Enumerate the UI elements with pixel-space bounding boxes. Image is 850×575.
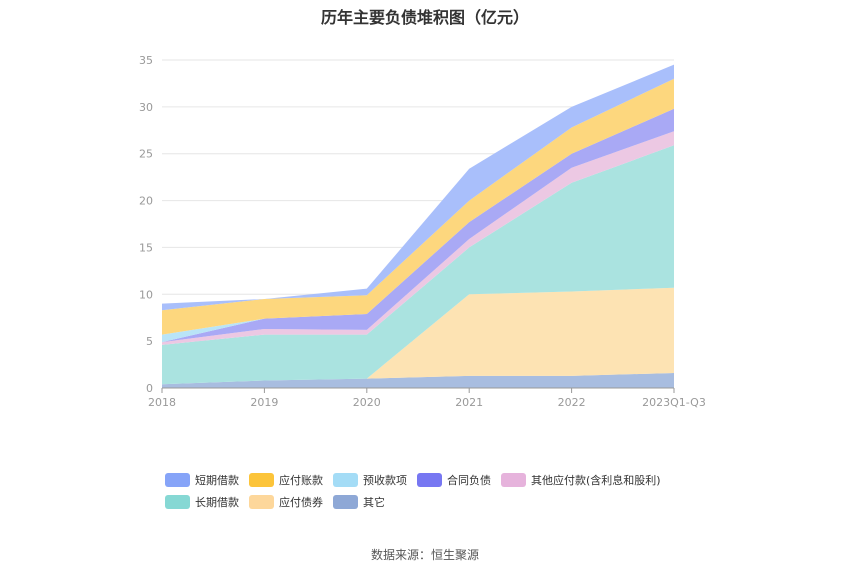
y-tick-label: 0 <box>146 382 153 395</box>
legend-label: 合同负债 <box>447 474 491 487</box>
chart-title: 历年主要负债堆积图（亿元） <box>320 8 529 27</box>
legend-label: 应付账款 <box>279 474 323 487</box>
area-series-1 <box>162 287 674 385</box>
legend-swatch <box>333 473 358 487</box>
legend-swatch <box>165 473 190 487</box>
legend-label: 其它 <box>363 496 385 509</box>
area-layer <box>162 64 674 388</box>
legend-swatch <box>249 473 274 487</box>
x-tick-label: 2020 <box>353 396 381 409</box>
legend-item[interactable]: 预收款项 <box>333 472 407 488</box>
legend-item[interactable]: 短期借款 <box>165 472 239 488</box>
y-tick-label: 25 <box>139 148 153 161</box>
y-tick-label: 20 <box>139 195 153 208</box>
legend-label: 应付债券 <box>279 496 323 509</box>
area-series-2 <box>162 145 674 385</box>
legend-label: 预收款项 <box>363 474 407 487</box>
legend-item[interactable]: 其他应付款(含利息和股利) <box>501 472 661 488</box>
legend-item[interactable]: 其它 <box>333 494 385 510</box>
x-tick-label: 2021 <box>455 396 483 409</box>
y-tick-label: 10 <box>139 288 153 301</box>
y-tick-label: 5 <box>146 335 153 348</box>
legend-swatch <box>249 495 274 509</box>
x-tick-label: 2018 <box>148 396 176 409</box>
legend-row: 短期借款 应付账款 预收款项 合同负债 其他应付款(含利息和股利) <box>165 472 725 488</box>
x-tick-label: 2019 <box>250 396 278 409</box>
x-tick-label: 2022 <box>558 396 586 409</box>
legend-swatch <box>165 495 190 509</box>
legend-label: 短期借款 <box>195 474 239 487</box>
legend: 短期借款 应付账款 预收款项 合同负债 其他应付款(含利息和股利) 长期借款 应付债券 其它 <box>165 472 725 516</box>
area-series-3 <box>162 131 674 345</box>
y-tick-label: 35 <box>139 54 153 67</box>
source-note: 数据来源：恒生聚源 <box>370 548 479 562</box>
x-tick-label: 2023Q1-Q3 <box>642 396 706 409</box>
area-series-4 <box>162 108 674 343</box>
area-series-0 <box>162 373 674 388</box>
legend-swatch <box>501 473 526 487</box>
legend-item[interactable]: 合同负债 <box>417 472 491 488</box>
legend-row: 长期借款 应付债券 其它 <box>165 494 725 510</box>
legend-item[interactable]: 应付账款 <box>249 472 323 488</box>
area-series-7 <box>162 64 674 311</box>
legend-label: 长期借款 <box>195 496 239 509</box>
y-tick-label: 30 <box>139 101 153 114</box>
legend-swatch <box>417 473 442 487</box>
legend-label: 其他应付款(含利息和股利) <box>531 474 661 487</box>
area-series-6 <box>162 78 674 335</box>
legend-swatch <box>333 495 358 509</box>
axis-layer: 0 5 10 15 20 25 30 35 2018 2019 2020 2021 2022 2023Q1… <box>139 54 706 409</box>
legend-item[interactable]: 应付债券 <box>249 494 323 510</box>
legend-item[interactable]: 长期借款 <box>165 494 239 510</box>
y-tick-label: 15 <box>139 241 153 254</box>
